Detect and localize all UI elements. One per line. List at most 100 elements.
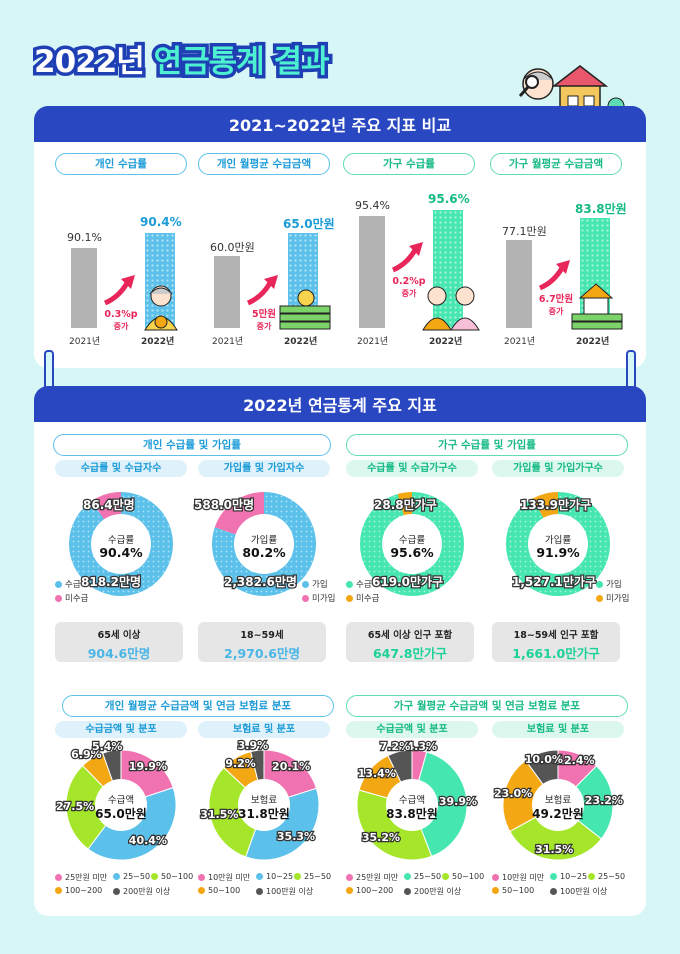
donut-center-label: 가입률 <box>544 535 572 546</box>
pie-legend-item: 25만원 미만 <box>55 872 107 883</box>
pie-legend-dot <box>550 873 557 880</box>
pie-legend-text: 10만원 미만 <box>208 873 251 882</box>
pie-legend-item: 25~50 <box>294 872 331 881</box>
donut-chart <box>506 492 610 596</box>
legend-major: 가입 <box>302 578 328 590</box>
value-2022: 65.0만원 <box>283 217 335 231</box>
pie-legend-item: 100만원 이상 <box>256 886 313 897</box>
pie-slice-label: 35.3% <box>276 829 317 845</box>
donut-minor-value: 133.9만가구 <box>519 497 593 514</box>
pie-slice-label: 4.3% <box>405 738 438 754</box>
donut-slice-major <box>69 492 173 596</box>
pie-slice-label: 19.9% <box>128 758 169 774</box>
pie-legend-item: 50~100 <box>198 886 240 895</box>
elderly-couple-icon <box>422 286 480 331</box>
pie-subtitle: 보험료 및 분포 <box>198 721 330 738</box>
donut-center-value: 80.2% <box>242 545 286 560</box>
pie-slice-1 <box>557 765 614 840</box>
value-2022: 90.4% <box>140 215 182 229</box>
pie-center-label: 보험료 <box>250 795 278 806</box>
pie-slice-label: 3.9% <box>236 738 269 754</box>
pie-legend-dot <box>198 874 205 881</box>
pie-subtitle: 수급금액 및 분포 <box>346 721 478 738</box>
pie-subtitle: 수급금액 및 분포 <box>55 721 187 738</box>
pie-slice-label: 12.4% <box>555 753 596 769</box>
pie-legend-dot <box>198 887 205 894</box>
pie-slice-label: 13.4% <box>356 766 397 782</box>
bar-2021 <box>71 248 97 328</box>
pie-legend-text: 50~100 <box>502 886 535 895</box>
pie-legend-text: 25만원 미만 <box>65 873 108 882</box>
pie-slice-2 <box>65 764 122 850</box>
pie-legend-dot <box>55 874 62 881</box>
pie-hole <box>95 779 147 831</box>
pie-legend-dot <box>113 888 120 895</box>
pie-slice-label: 35.2% <box>361 830 402 846</box>
pie-legend-text: 25만원 미만 <box>356 873 399 882</box>
year-2022-label: 2022년 <box>576 337 610 347</box>
pie-legend-item: 200만원 이상 <box>113 886 170 897</box>
pie-slice-label: 9.2% <box>224 756 257 772</box>
pie-legend-dot <box>294 873 301 880</box>
pie-center-value: 83.8만원 <box>386 807 438 821</box>
pie-slice-2 <box>208 766 265 858</box>
year-2022-label: 2022년 <box>141 337 175 347</box>
legend-major: 가입 <box>596 578 622 590</box>
title-main: 연금통계 결과 <box>150 41 333 84</box>
section2-header: 2022년 연금통계 주요 지표 <box>34 386 646 426</box>
donut-major-value: 619.0만가구 <box>371 574 445 591</box>
title-year: 2022년 <box>31 41 149 84</box>
increase-label: 0.3%p 증가 <box>99 309 143 333</box>
info-box: 18~59세 인구 포함 1,661.0만가구 <box>492 622 620 662</box>
increase-value: 0.3%p <box>104 309 138 320</box>
value-2021: 90.1% <box>67 231 102 244</box>
pie-legend-text: 200만원 이상 <box>414 887 462 896</box>
donut-slice-minor <box>532 492 558 518</box>
info-box-value: 647.8만가구 <box>372 646 448 661</box>
donut-major-value: 818.2만명 <box>80 574 143 591</box>
legend-major: 수급 <box>55 578 81 590</box>
donut-minor-value: 588.0만명 <box>193 497 256 514</box>
pie-legend-item: 100~200 <box>346 886 393 895</box>
page-title: 2022년 연금통계 결과 <box>31 36 334 84</box>
info-box: 65세 이상 인구 포함 647.8만가구 <box>346 622 474 662</box>
group-left-pill: 개인 수급률 및 가입률 <box>53 434 331 456</box>
pie-legend-item: 25~50 <box>113 872 150 881</box>
donut-chart <box>69 492 173 596</box>
donut-hole <box>529 515 587 573</box>
legend-major-dot <box>346 581 353 588</box>
up-arrow-icon <box>538 260 570 291</box>
donut-hole <box>235 515 293 573</box>
increase-label: 0.2%p 증가 <box>387 276 431 300</box>
pie-center-label: 수급액 <box>107 795 135 806</box>
pie-hole <box>532 779 584 831</box>
pie-center-label: 수급액 <box>398 795 426 806</box>
bar-2022 <box>433 210 463 328</box>
pie-legend-dot <box>256 888 263 895</box>
donut-slice-major <box>506 492 610 596</box>
info-box-caption: 65세 이상 <box>97 630 141 641</box>
year-2022-label: 2022년 <box>284 337 318 347</box>
pie-slice-2 <box>356 789 433 861</box>
year-2021-label: 2021년 <box>69 337 101 347</box>
legend-minor: 미가입 <box>302 592 335 604</box>
up-arrow-icon <box>246 275 278 306</box>
elderly-woman-icon <box>144 285 178 331</box>
pie-legend-text: 100만원 이상 <box>266 887 314 896</box>
pie-legend-item: 25~50 <box>404 872 441 881</box>
pie-legend-item: 25만원 미만 <box>346 872 398 883</box>
pie-legend-item: 50~100 <box>492 886 534 895</box>
donut-chart <box>212 492 316 596</box>
legend-minor-text: 미가입 <box>606 594 630 604</box>
value-2021: 77.1만원 <box>502 225 547 238</box>
pie-slice-label: 7.2% <box>378 739 411 755</box>
pie-legend-item: 50~100 <box>442 872 484 881</box>
increase-value: 6.7만원 <box>538 294 574 305</box>
pie-legend-item: 200만원 이상 <box>404 886 461 897</box>
increase-value: 5만원 <box>251 309 277 320</box>
pie-legend-item: 10~25 <box>550 872 587 881</box>
pie-legend-text: 100~200 <box>65 886 103 895</box>
pie-legend-item: 10만원 미만 <box>492 872 544 883</box>
increase-word: 증가 <box>401 289 417 298</box>
legend-minor-dot <box>346 595 353 602</box>
